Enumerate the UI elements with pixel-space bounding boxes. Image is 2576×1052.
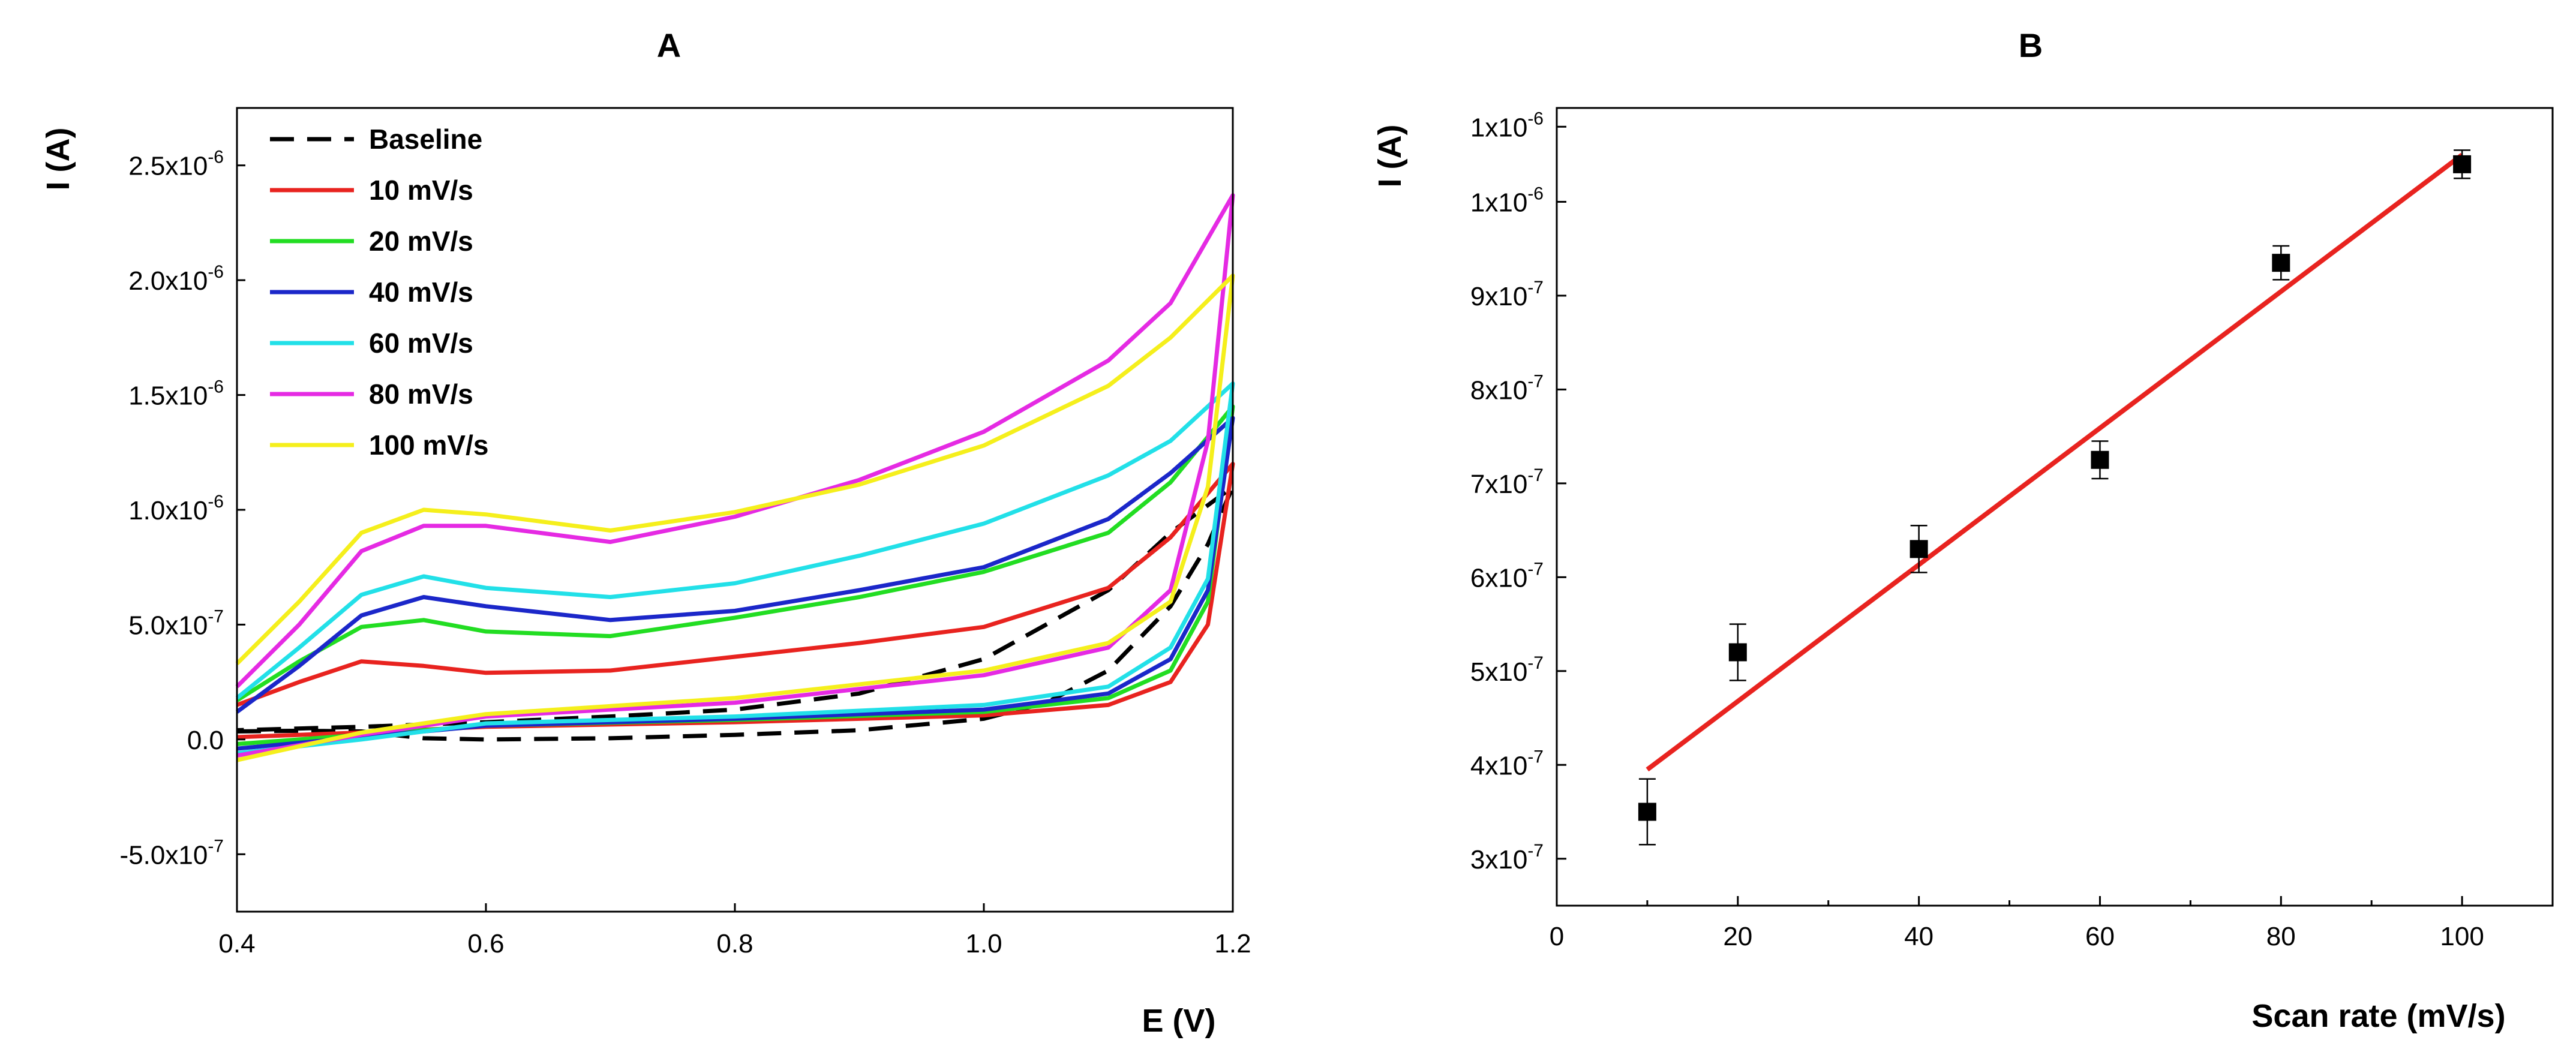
panel-a-y-tick-label-exponent: -6 <box>208 377 224 397</box>
scatter-points <box>1638 149 2472 846</box>
panel-b-y-tick-label-exponent: -7 <box>1527 653 1544 673</box>
panel-a-x-tick-label: 0.8 <box>716 929 753 958</box>
fit-line <box>1646 153 2464 772</box>
panel-a: A 0.4 0.6 0.8 1.0 1.2 -5.0x10-70.05.0x10-71.… <box>40 26 1251 1039</box>
panel-a-y-axis-label: I (A) <box>40 128 76 191</box>
panel-b-y-tick-label-exponent: -7 <box>1527 841 1544 861</box>
panel-b-x-tick-label: 20 <box>1723 922 1752 951</box>
panel-b-x-ticks: 0 20 40 60 80 100 <box>1550 896 2484 951</box>
panel-a-x-ticks: 0.4 0.6 0.8 1.0 1.2 <box>218 903 1251 958</box>
panel-b-y-tick-label-exponent: -7 <box>1527 559 1544 579</box>
legend-label: 80 mV/s <box>369 378 473 410</box>
panel-a-y-tick-label-mantissa: 2.5x10 <box>128 152 208 181</box>
panel-a-y-tick-label: 2.5x10-6 <box>128 148 224 181</box>
panel-a-y-tick-label: 5.0x10-7 <box>128 606 224 640</box>
panel-b-x-tick-label: 40 <box>1904 922 1933 951</box>
panel-b-plot-frame <box>1556 107 2554 907</box>
panel-b-y-tick-label-mantissa: 8x10 <box>1470 375 1527 405</box>
panel-a-y-tick-label: 2.0x10-6 <box>128 262 224 296</box>
data-point <box>2272 254 2290 272</box>
panel-a-y-tick-label-mantissa: -5.0x10 <box>120 840 208 870</box>
panel-a-y-tick-label-exponent: -7 <box>208 836 224 856</box>
panel-a-y-tick-label-mantissa: 2.0x10 <box>128 266 208 296</box>
cv-curve-40-mv-s <box>235 416 1235 751</box>
panel-b-y-tick-label: 6x10-7 <box>1470 559 1544 593</box>
panel-b-y-tick-label-exponent: -7 <box>1527 747 1544 767</box>
data-point <box>2091 450 2109 469</box>
legend-label: 10 mV/s <box>369 175 473 206</box>
panel-b-y-tick-label-mantissa: 7x10 <box>1470 470 1527 499</box>
panel-b-y-ticks: 3x10-74x10-75x10-76x10-77x10-78x10-79x10… <box>1470 109 1566 874</box>
data-point <box>2453 155 2472 173</box>
panel-b-y-tick-label-mantissa: 6x10 <box>1470 563 1527 593</box>
linear-fit <box>1646 153 2464 772</box>
cv-curves <box>235 193 1235 762</box>
legend-label: 40 mV/s <box>369 276 473 308</box>
panel-b-y-tick-label-mantissa: 4x10 <box>1470 751 1527 780</box>
panel-b-y-tick-label-exponent: -7 <box>1527 371 1544 391</box>
panel-b-x-tick-label: 60 <box>2085 922 2115 951</box>
panel-b-y-tick-label-exponent: -7 <box>1527 465 1544 485</box>
panel-b-x-axis-label: Scan rate (mV/s) <box>2251 998 2505 1034</box>
panel-b: B 0 20 40 60 80 100 3x10-74x10-75x10-76x10-77… <box>1372 26 2554 1034</box>
panel-b-x-tick-label: 0 <box>1550 922 1564 951</box>
panel-a-y-tick-label-exponent: -7 <box>208 606 224 626</box>
panel-a-y-tick-label: 0.0 <box>187 726 224 755</box>
panel-b-y-tick-label-mantissa: 5x10 <box>1470 657 1527 687</box>
panel-a-y-tick-label-mantissa: 1.0x10 <box>128 496 208 525</box>
panel-a-y-tick-label: 1.5x10-6 <box>128 377 224 411</box>
panel-b-y-axis-label: I (A) <box>1372 125 1408 188</box>
legend: Baseline 10 mV/s 20 mV/s 40 mV/s 60 mV/s 80 m… <box>270 124 488 461</box>
panel-b-y-tick-label-mantissa: 9x10 <box>1470 282 1527 311</box>
legend-label: 60 mV/s <box>369 327 473 359</box>
panel-b-y-tick-label-exponent: -6 <box>1527 184 1544 203</box>
panel-a-x-tick-label: 1.0 <box>965 929 1002 958</box>
panel-a-y-tick-label: -5.0x10-7 <box>120 836 224 870</box>
cv-curve-80-mv-s <box>235 193 1235 758</box>
data-point <box>1910 540 1928 558</box>
panel-a-y-tick-label-exponent: -6 <box>208 148 224 167</box>
panel-b-y-tick-label: 1x10-6 <box>1470 184 1544 217</box>
cv-curve-10-mv-s <box>236 461 1235 740</box>
panel-b-y-tick-label: 5x10-7 <box>1470 653 1544 687</box>
panel-a-y-tick-label-exponent: -6 <box>208 492 224 512</box>
data-point <box>1638 802 1656 821</box>
panel-a-y-tick-label-mantissa: 1.5x10 <box>128 381 208 411</box>
panel-a-y-ticks: -5.0x10-70.05.0x10-71.0x10-61.5x10-62.0x… <box>120 148 245 870</box>
panel-b-x-tick-label: 80 <box>2266 922 2296 951</box>
panel-b-y-tick-label-exponent: -7 <box>1527 278 1544 297</box>
cv-curve-baseline <box>236 485 1235 742</box>
panel-b-y-tick-label-mantissa: 1x10 <box>1470 113 1527 142</box>
panel-a-y-tick-label-mantissa: 5.0x10 <box>128 611 208 640</box>
panel-a-x-axis-label: E (V) <box>1142 1003 1215 1039</box>
cv-curve-100-mv-s <box>235 273 1235 762</box>
panel-b-title: B <box>2019 26 2043 64</box>
panel-b-y-tick-label: 1x10-6 <box>1470 109 1544 142</box>
cv-curve-60-mv-s <box>235 381 1235 756</box>
legend-label: 20 mV/s <box>369 226 473 257</box>
legend-label: Baseline <box>369 124 482 155</box>
panel-a-x-tick-label: 0.6 <box>467 929 504 958</box>
panel-b-x-tick-label: 100 <box>2440 922 2484 951</box>
panel-b-y-tick-label: 3x10-7 <box>1470 841 1544 874</box>
panel-a-title: A <box>657 26 681 64</box>
data-point <box>1728 643 1747 662</box>
panel-b-y-tick-label: 7x10-7 <box>1470 465 1544 499</box>
legend-label: 100 mV/s <box>369 429 488 461</box>
panel-b-y-tick-label-exponent: -6 <box>1527 109 1544 128</box>
panel-b-y-tick-label: 9x10-7 <box>1470 278 1544 311</box>
panel-b-y-tick-label-mantissa: 3x10 <box>1470 845 1527 874</box>
panel-a-y-tick-label-mantissa: 0.0 <box>187 726 224 755</box>
panel-a-y-tick-label-exponent: -6 <box>208 262 224 282</box>
panel-b-y-tick-label: 4x10-7 <box>1470 747 1544 780</box>
panel-a-y-tick-label: 1.0x10-6 <box>128 492 224 525</box>
panel-b-y-tick-label: 8x10-7 <box>1470 371 1544 405</box>
panel-b-y-tick-label-mantissa: 1x10 <box>1470 188 1527 217</box>
panel-a-x-tick-label: 0.4 <box>218 929 255 958</box>
panel-a-x-tick-label: 1.2 <box>1214 929 1251 958</box>
